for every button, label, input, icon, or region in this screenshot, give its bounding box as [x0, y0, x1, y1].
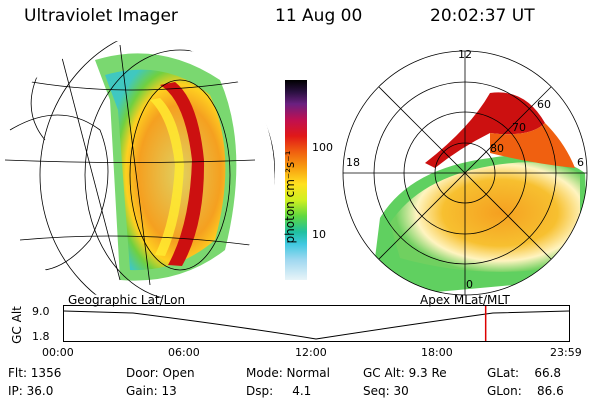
seq-value: Seq: 30	[363, 384, 409, 398]
gain-value: Gain: 13	[126, 384, 177, 398]
mlt-label-0: 0	[466, 278, 473, 291]
x-tick-1200: 12:00	[295, 346, 327, 359]
mlt-label-18: 18	[346, 156, 360, 169]
glon-value: GLon: 86.6	[487, 384, 564, 398]
geographic-title: Geographic Lat/Lon	[68, 293, 186, 307]
mlat-label-70: 70	[512, 121, 526, 134]
alt-tick-9: 9.0	[32, 305, 50, 318]
door-status: Door: Open	[126, 366, 195, 380]
alt-tick-1-8: 1.8	[32, 330, 50, 343]
mlt-label-6: 6	[577, 156, 584, 169]
dsp-value: Dsp: 4.1	[246, 384, 312, 398]
colorbar-tick-10: 10	[312, 228, 326, 241]
mode-value: Mode: Normal	[246, 366, 330, 380]
gc-alt-value: GC Alt: 9.3 Re	[363, 366, 447, 380]
x-tick-0600: 06:00	[168, 346, 200, 359]
time-label: 20:02:37 UT	[430, 6, 535, 26]
instrument-title: Ultraviolet Imager	[24, 6, 178, 26]
flight-number: Flt: 1356	[8, 366, 62, 380]
geographic-image	[4, 40, 275, 300]
ip-value: IP: 36.0	[8, 384, 54, 398]
x-tick-2359: 23:59	[550, 346, 582, 359]
x-tick-0000: 00:00	[42, 346, 74, 359]
colorbar	[285, 80, 307, 280]
x-tick-1800: 18:00	[421, 346, 453, 359]
mlat-label-80: 80	[490, 142, 504, 155]
altitude-plot	[63, 305, 570, 342]
polar-plot	[342, 50, 588, 296]
mlat-label-60: 60	[537, 98, 551, 111]
glat-value: GLat: 66.8	[487, 366, 562, 380]
colorbar-tick-100: 100	[312, 141, 333, 154]
apex-title: Apex MLat/MLT	[420, 293, 510, 307]
mlt-label-12: 12	[458, 48, 472, 61]
colorbar-unit-label: photon cm⁻²s⁻¹	[283, 150, 297, 244]
date-label: 11 Aug 00	[275, 6, 363, 26]
gc-alt-axis-label: GC Alt	[10, 306, 24, 344]
